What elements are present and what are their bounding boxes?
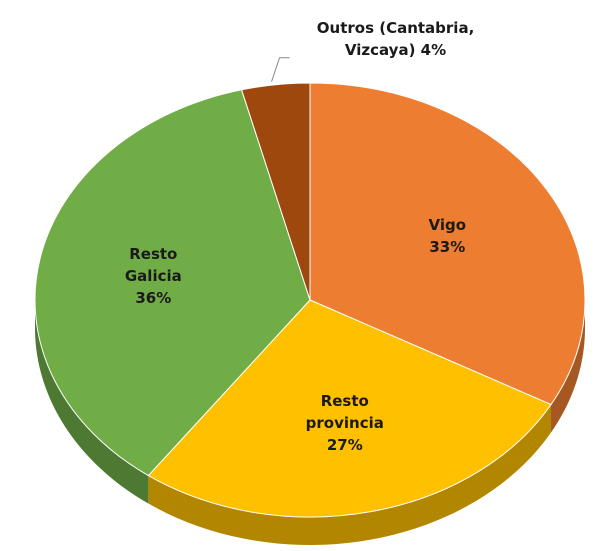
slice-label: Resto Galicia 36% (118, 243, 188, 309)
leader-line (271, 57, 290, 82)
value-label: 36% (135, 289, 172, 308)
value-label: 27% (326, 435, 363, 454)
slice-label: Vigo 33% (407, 214, 487, 258)
category-label: Resto Galicia (124, 245, 182, 286)
pie-side (35, 300, 149, 504)
pie-side (148, 404, 551, 545)
value-label: 4% (420, 40, 447, 59)
category-label: Resto provincia (305, 391, 384, 432)
pie-slice (147, 299, 552, 518)
category-label: Vigo (428, 215, 467, 234)
value-label: 33% (429, 237, 466, 256)
slice-label: Resto provincia 27% (300, 390, 390, 456)
category-label: Outros (Cantabria, Vizcaya) (316, 18, 475, 59)
pie-slice (309, 82, 586, 406)
pie-slice (34, 89, 311, 477)
pie-side (550, 300, 585, 433)
pie-slice (240, 82, 311, 301)
slice-label: Outros (Cantabria, Vizcaya) 4% (301, 17, 491, 61)
